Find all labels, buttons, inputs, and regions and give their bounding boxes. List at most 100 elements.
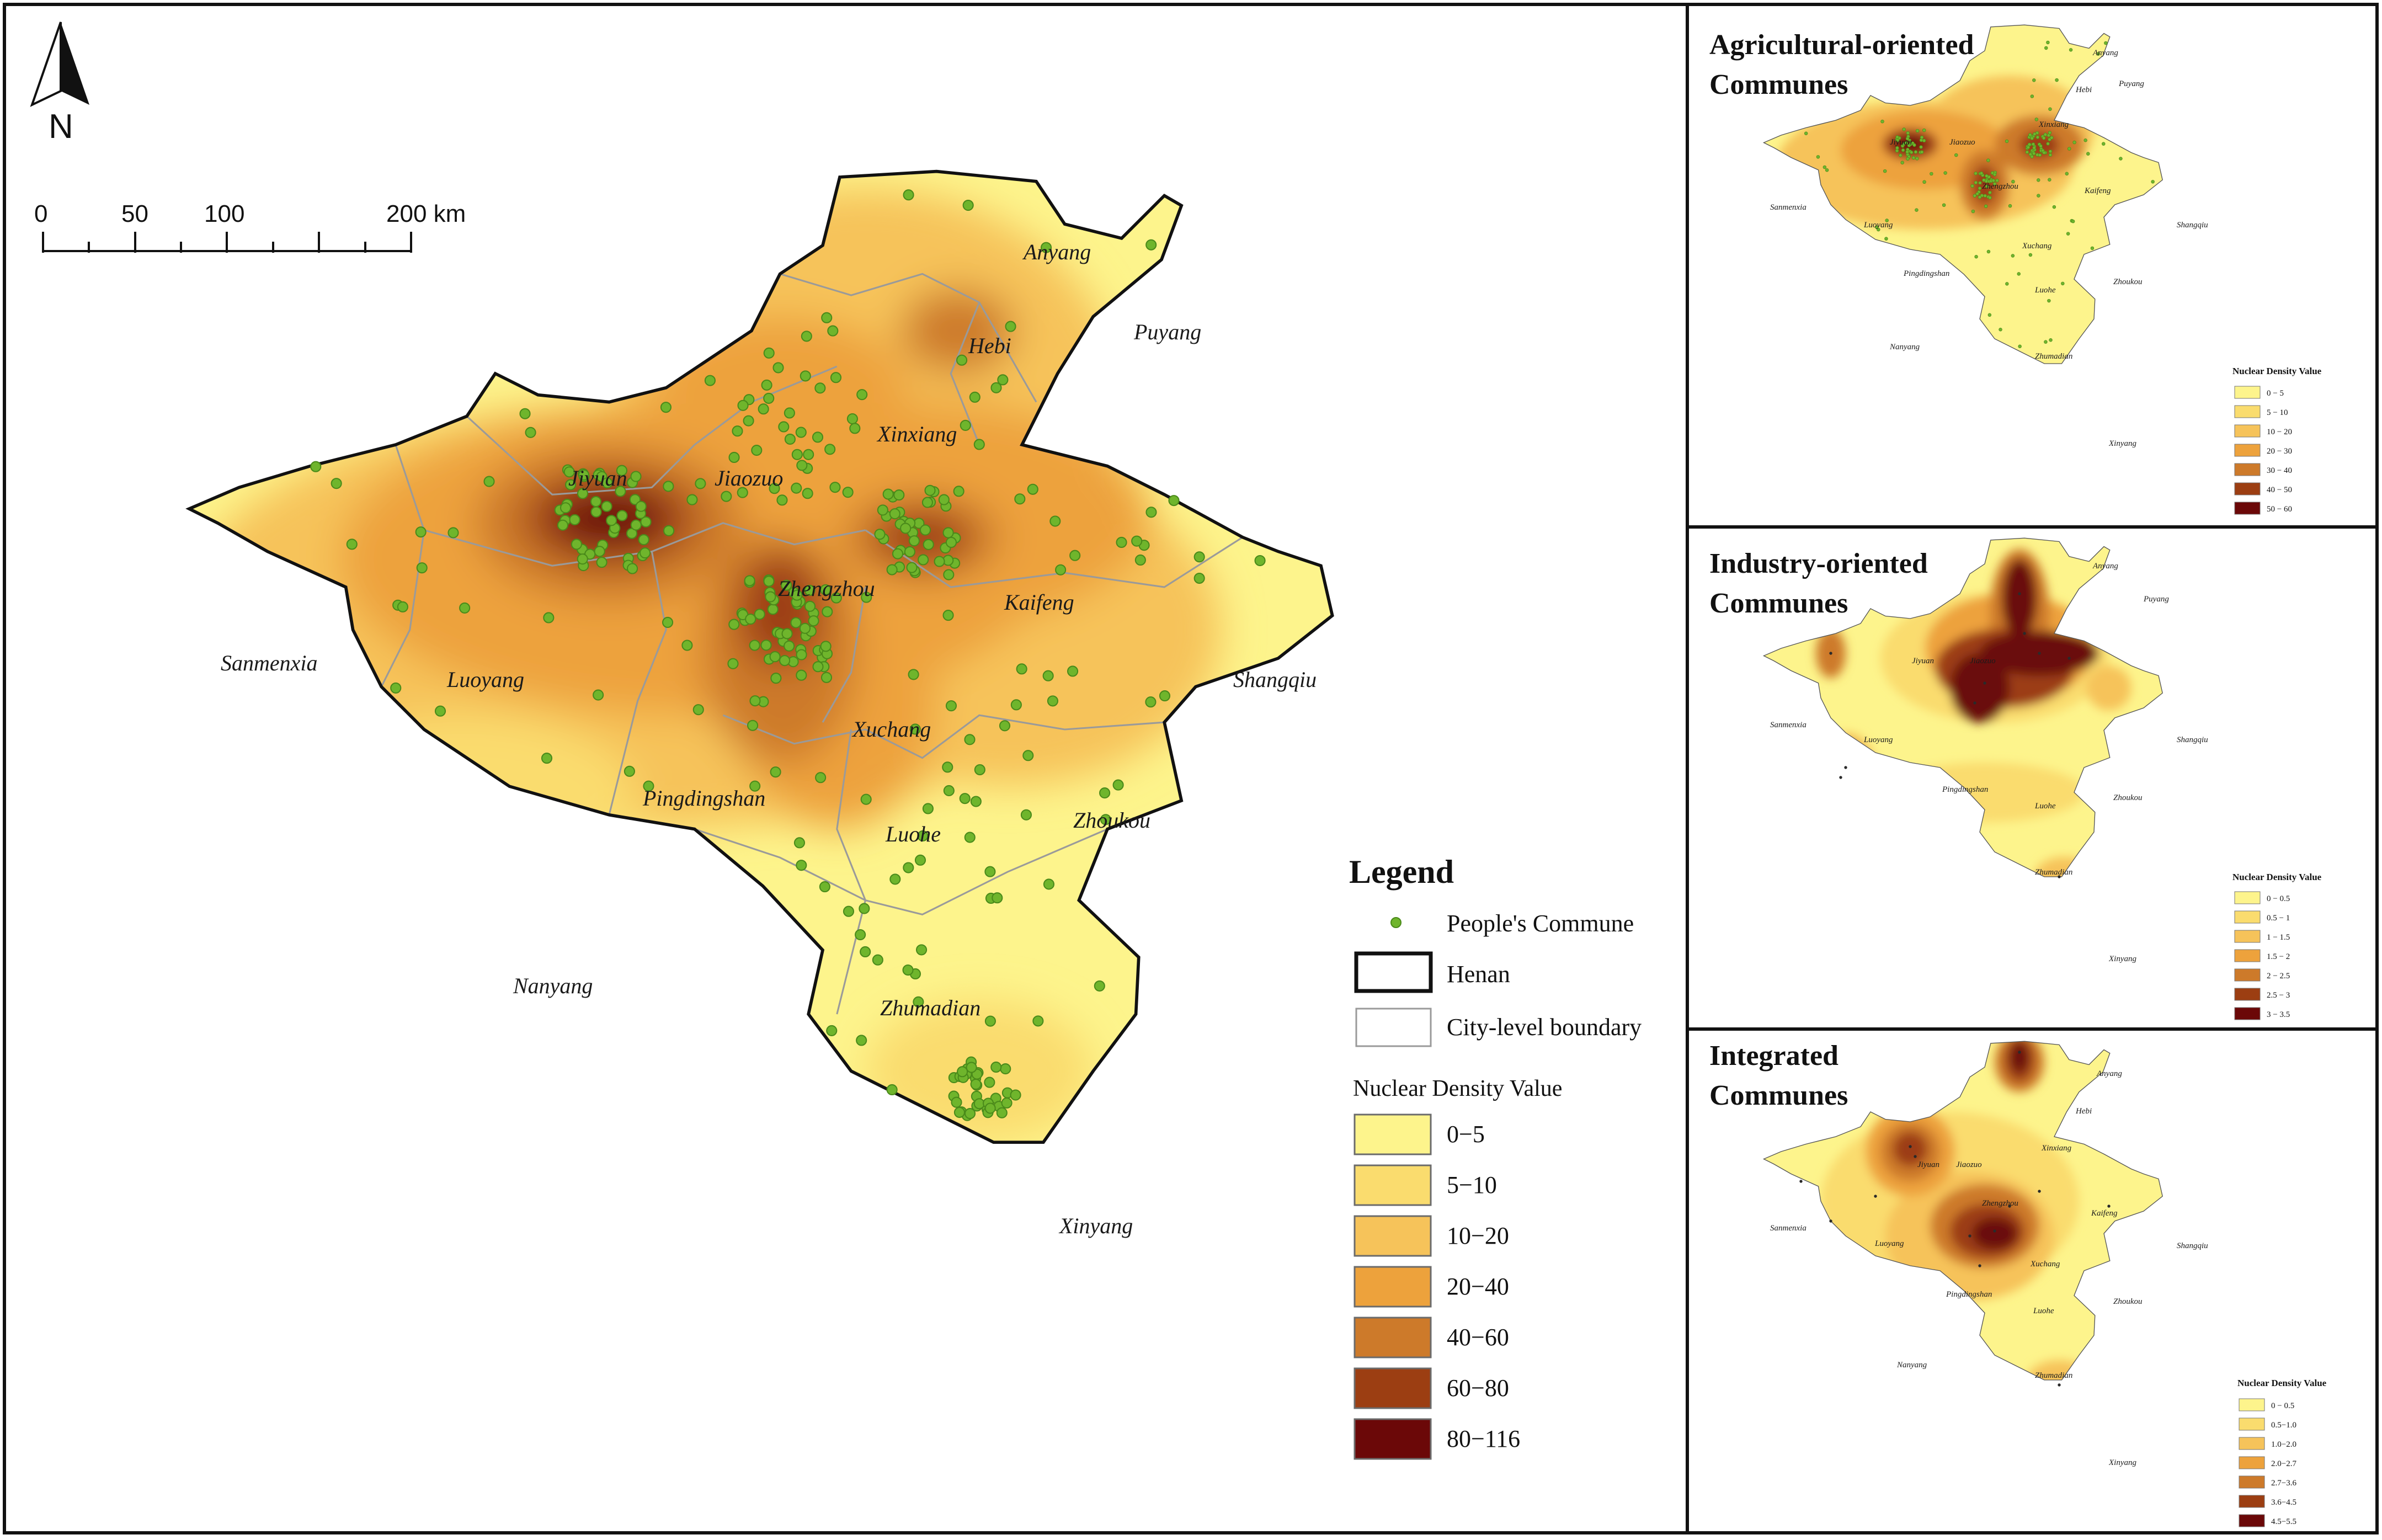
legend-swatch-0 (1353, 1113, 1432, 1155)
commune-point (1010, 1089, 1021, 1101)
commune-point (1914, 1155, 1917, 1158)
commune-point (1895, 146, 1899, 150)
commune-point (800, 370, 811, 382)
panel-legend-swatch (2234, 405, 2261, 418)
commune-point (1920, 135, 1924, 140)
commune-point (1905, 150, 1909, 154)
commune-point (2018, 592, 2021, 595)
commune-point (541, 753, 553, 764)
commune-point (1974, 180, 1978, 185)
commune-point (563, 466, 575, 478)
commune-point (856, 1035, 867, 1046)
commune-point (974, 764, 985, 776)
commune-point (1992, 182, 1997, 186)
commune-point (886, 564, 898, 575)
commune-point (483, 476, 495, 487)
panel-title-integrated-2: Communes (1709, 1080, 1848, 1111)
commune-point (2050, 136, 2054, 140)
commune-point (1978, 195, 1982, 199)
legend-commune-label: People's Commune (1447, 910, 1634, 937)
commune-point (2038, 153, 2042, 157)
p2-label-luohe: Luohe (2034, 802, 2056, 811)
commune-point (1993, 1229, 1996, 1233)
commune-point (804, 600, 816, 612)
commune-point (803, 449, 814, 460)
commune-point (913, 996, 924, 1008)
commune-point (747, 720, 759, 731)
p1-label-pingdingshan: Pingdingshan (1903, 269, 1949, 278)
commune-point (957, 1066, 968, 1078)
legend-swatch-2 (1353, 1215, 1432, 1257)
commune-point (886, 1084, 898, 1096)
commune-point (772, 362, 784, 374)
commune-point (791, 449, 803, 460)
commune-point (2037, 194, 2040, 198)
p2-label-zhoukou: Zhoukou (2113, 793, 2143, 802)
p1-label-sanmenxia: Sanmenxia (1770, 203, 1807, 212)
commune-point (2032, 146, 2036, 150)
commune-point (966, 1062, 977, 1073)
p3-label-shangqiu: Shangqiu (2177, 1241, 2208, 1250)
commune-point (1922, 128, 1926, 132)
p2-label-jiyuan: Jiyuan (1912, 657, 1934, 665)
commune-point (695, 478, 706, 489)
commune-point (686, 494, 698, 505)
commune-point (784, 433, 796, 445)
commune-point (727, 658, 739, 669)
commune-point (2027, 142, 2032, 147)
commune-point (1159, 690, 1171, 702)
commune-point (1131, 535, 1143, 547)
p1-label-hebi: Hebi (2075, 86, 2092, 94)
legend-class-label-5: 60−80 (1447, 1374, 1509, 1402)
commune-point (1974, 254, 1978, 259)
panel-title-industry-2: Communes (1709, 588, 1848, 619)
panel-legend-label: 50 − 60 (2267, 505, 2292, 514)
commune-point (2039, 144, 2043, 148)
commune-point (1804, 131, 1808, 136)
commune-point (889, 508, 900, 520)
commune-point (1984, 204, 1988, 209)
commune-point (808, 615, 819, 627)
commune-point (1875, 225, 1879, 230)
commune-point (2023, 632, 2026, 635)
commune-point (721, 491, 732, 502)
p2-label-shangqiu: Shangqiu (2177, 736, 2208, 744)
commune-point (1067, 665, 1079, 677)
commune-point (1884, 237, 1888, 241)
commune-point (416, 562, 428, 574)
commune-point (663, 525, 675, 536)
commune-point (751, 444, 763, 456)
p3-label-jiaozuo: Jiaozuo (1956, 1160, 1982, 1169)
panel-legend-label: 0.5−1.0 (2271, 1421, 2296, 1430)
p2-label-puyang: Puyang (2143, 595, 2169, 604)
p3-label-zhengzhou: Zhengzhou (1982, 1199, 2018, 1208)
commune-point (812, 431, 824, 443)
commune-point (2069, 48, 2073, 52)
legend-henan-symbol (1354, 951, 1433, 993)
commune-point (945, 700, 957, 712)
commune-point (996, 1107, 1008, 1118)
commune-point (569, 514, 580, 526)
commune-point (2008, 204, 2012, 208)
panel-legend-swatch (2234, 502, 2261, 515)
legend-class-label-0: 0−5 (1447, 1121, 1485, 1148)
commune-point (616, 465, 628, 476)
panel-legend-swatch (2239, 1456, 2265, 1469)
p1-label-kaifeng: Kaifeng (2084, 186, 2111, 195)
commune-point (924, 484, 936, 496)
city-label-hebi: Hebi (968, 333, 1011, 358)
commune-point (964, 734, 976, 745)
scale-tick-50: 50 (121, 200, 148, 227)
panel-agricultural-city-labels: Anyang Puyang Hebi Xinxiang Jiyuan Jiaoz… (1770, 49, 2208, 448)
commune-point (938, 494, 950, 505)
commune-point (914, 854, 926, 866)
commune-point (616, 510, 628, 521)
commune-point (969, 391, 980, 403)
commune-point (2065, 172, 2069, 175)
panel-legend-label: 20 − 30 (2267, 447, 2292, 456)
city-label-jiyuan: Jiyuan (568, 466, 627, 491)
panel-integrated: Integrated Communes (1709, 1040, 2327, 1527)
commune-point (2038, 1190, 2041, 1193)
commune-point (1069, 550, 1081, 561)
commune-point (992, 892, 1003, 904)
